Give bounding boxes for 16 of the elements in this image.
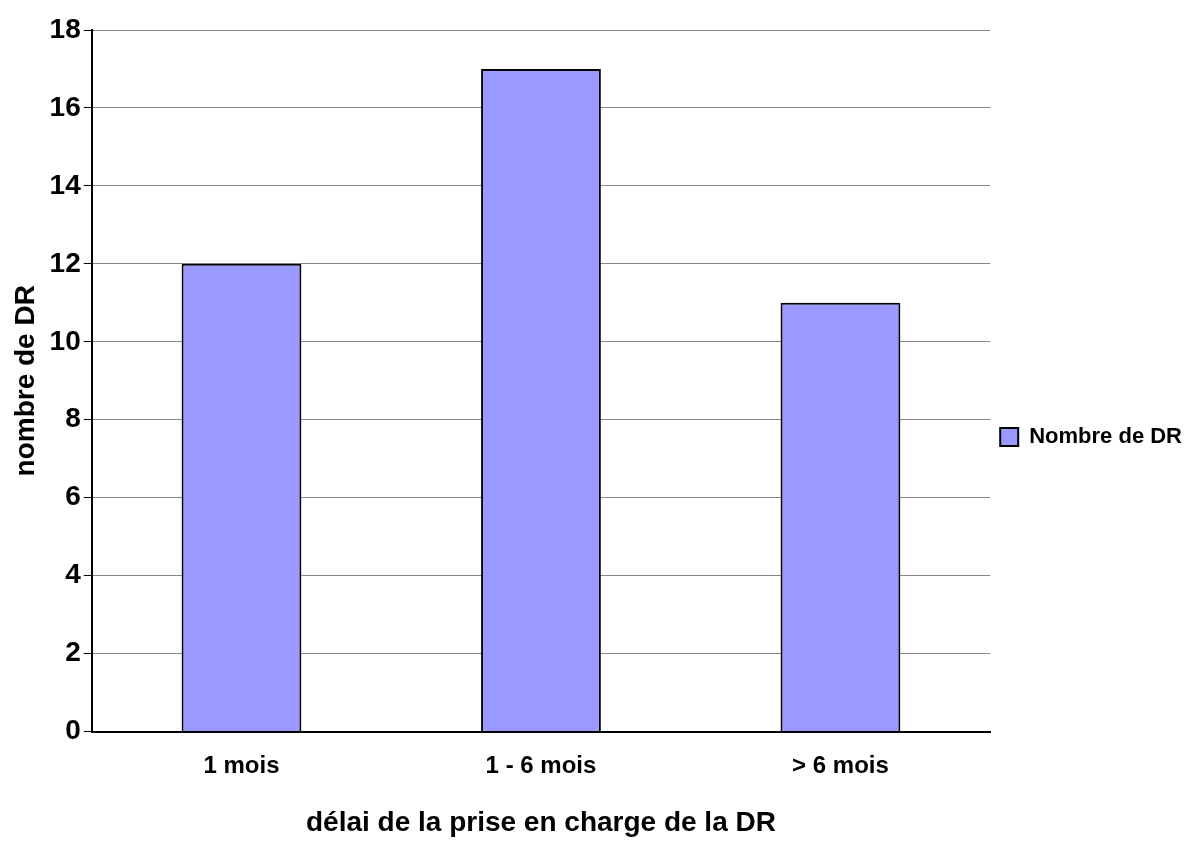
x-tick-label: 1 mois <box>203 750 280 778</box>
y-tick-label: 4 <box>65 558 82 590</box>
y-tick-label: 0 <box>65 714 81 746</box>
x-tick-label: 1 - 6 mois <box>485 750 597 778</box>
y-tick-label: 8 <box>65 402 81 434</box>
y-tick-label: 12 <box>49 246 81 278</box>
y-tick-label: 2 <box>65 636 81 668</box>
y-tick-label: 18 <box>49 12 81 44</box>
y-tick-label: 16 <box>49 90 81 122</box>
y-axis-title: nombre de DR <box>8 285 40 477</box>
y-tick-label: 10 <box>49 324 81 356</box>
x-tick-label: > 6 mois <box>792 750 889 778</box>
y-tick-label: 6 <box>65 480 81 512</box>
legend-label: Nombre de DR <box>1029 423 1183 449</box>
x-axis-title: délai de la prise en charge de la DR <box>305 805 776 837</box>
y-tick-label: 14 <box>49 168 82 200</box>
